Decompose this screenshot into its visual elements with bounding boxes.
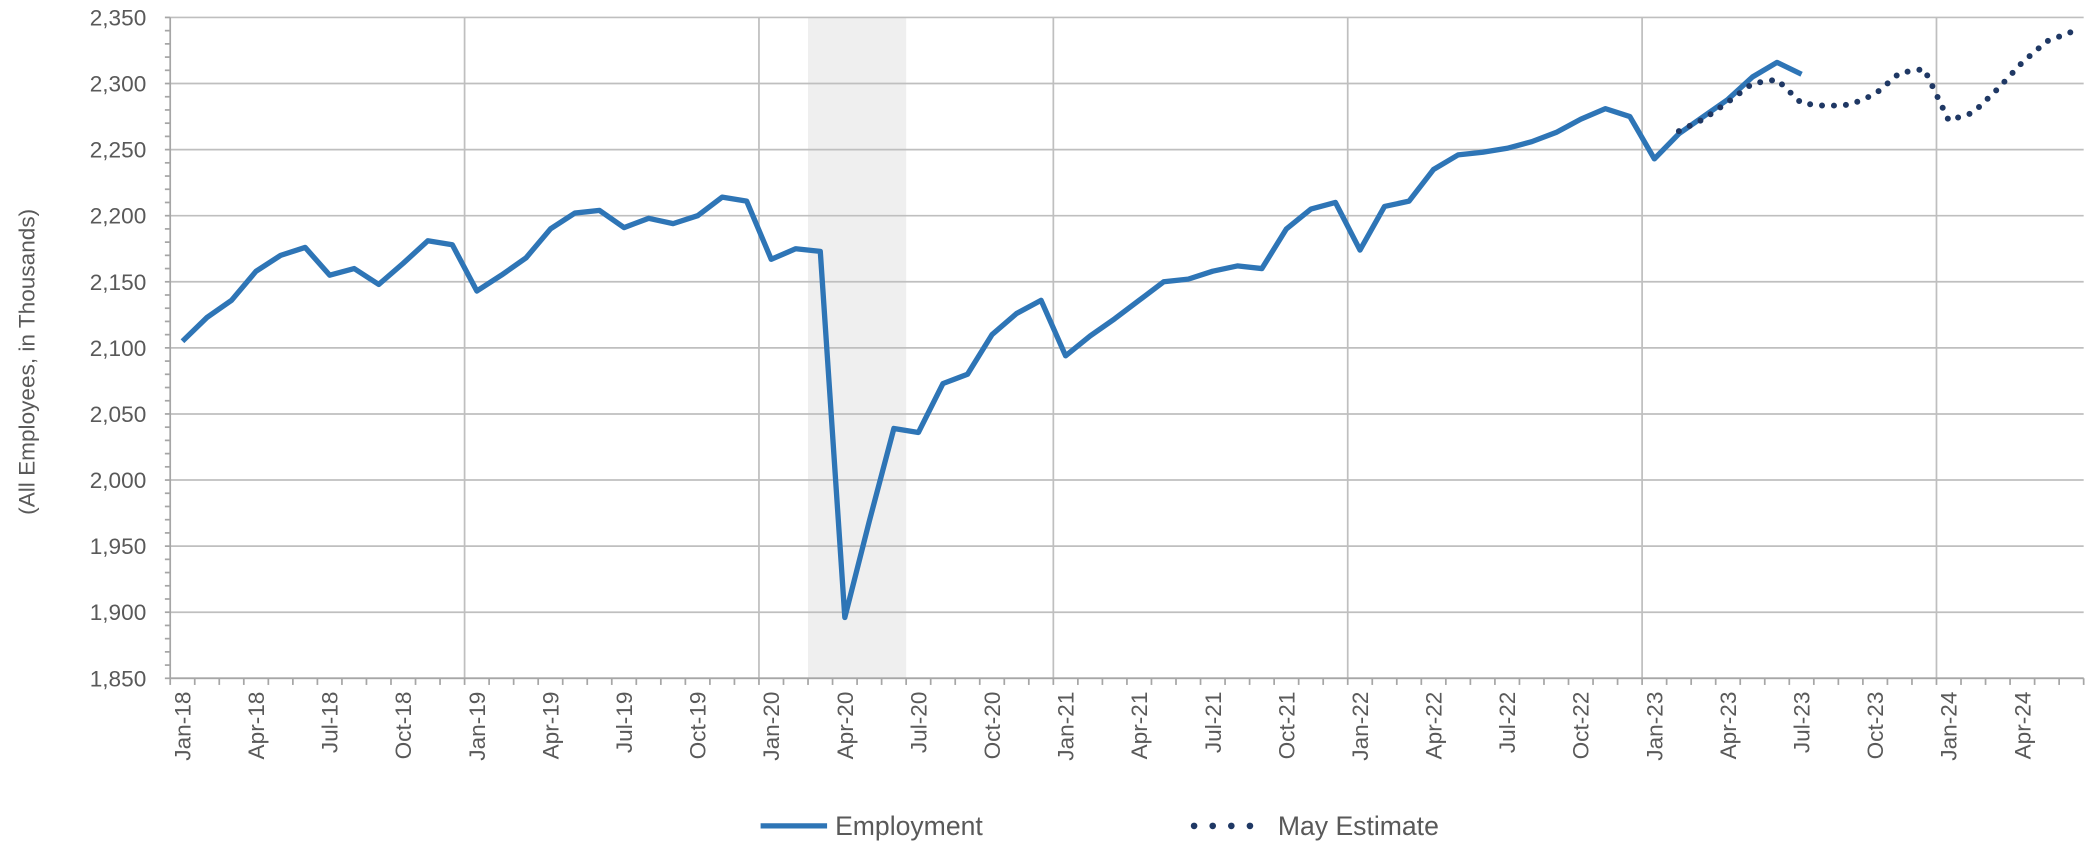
- y-tick-label: 2,050: [90, 402, 147, 427]
- x-tick-label: Oct-18: [391, 692, 416, 760]
- series-line: [1675, 28, 2075, 135]
- y-tick-label: 2,000: [90, 468, 147, 493]
- x-tick-label: Oct-20: [980, 692, 1005, 760]
- x-tick-label: Jan-24: [1937, 692, 1962, 761]
- x-tick-label: Jan-18: [170, 692, 195, 761]
- series-line: [180, 59, 1803, 621]
- x-tick-label: Apr-21: [1127, 692, 1152, 760]
- y-tick-label: 2,300: [90, 71, 147, 96]
- legend-label: May Estimate: [1278, 811, 1439, 841]
- x-tick-label: Jan-23: [1642, 692, 1667, 761]
- x-tick-label: Jul-18: [318, 692, 343, 754]
- x-tick-label: Jan-20: [759, 692, 784, 761]
- x-tick-label: Jan-22: [1348, 692, 1373, 761]
- x-tick-label: Jul-19: [612, 692, 637, 754]
- x-tick-label: Jul-22: [1495, 692, 1520, 754]
- x-tick-label: Apr-22: [1422, 692, 1447, 760]
- x-tick-label: Oct-22: [1569, 692, 1594, 760]
- y-axis-label: (All Employees, in Thousands): [15, 209, 40, 515]
- y-tick-label: 2,350: [90, 5, 147, 30]
- x-tick-label: Jul-21: [1201, 692, 1226, 754]
- y-tick-label: 2,200: [90, 204, 147, 229]
- x-tick-label: Jul-20: [906, 692, 931, 754]
- x-tick-label: Apr-20: [833, 692, 858, 760]
- x-tick-label: Apr-23: [1716, 692, 1741, 760]
- y-tick-label: 1,850: [90, 666, 147, 691]
- x-tick-label: Apr-24: [2010, 692, 2035, 760]
- y-tick-label: 1,900: [90, 600, 147, 625]
- x-tick-label: Oct-19: [686, 692, 711, 760]
- x-tick-label: Oct-23: [1863, 692, 1888, 760]
- y-tick-label: 2,250: [90, 138, 147, 163]
- x-tick-label: Apr-18: [244, 692, 269, 760]
- x-tick-label: Jan-19: [465, 692, 490, 761]
- x-tick-label: Oct-21: [1274, 692, 1299, 760]
- x-tick-label: Jul-23: [1790, 692, 1815, 754]
- y-tick-label: 2,100: [90, 336, 147, 361]
- legend-label: Employment: [835, 811, 983, 841]
- x-tick-label: Apr-19: [538, 692, 563, 760]
- y-tick-label: 2,150: [90, 270, 147, 295]
- x-tick-label: Jan-21: [1054, 692, 1079, 761]
- y-tick-label: 1,950: [90, 534, 147, 559]
